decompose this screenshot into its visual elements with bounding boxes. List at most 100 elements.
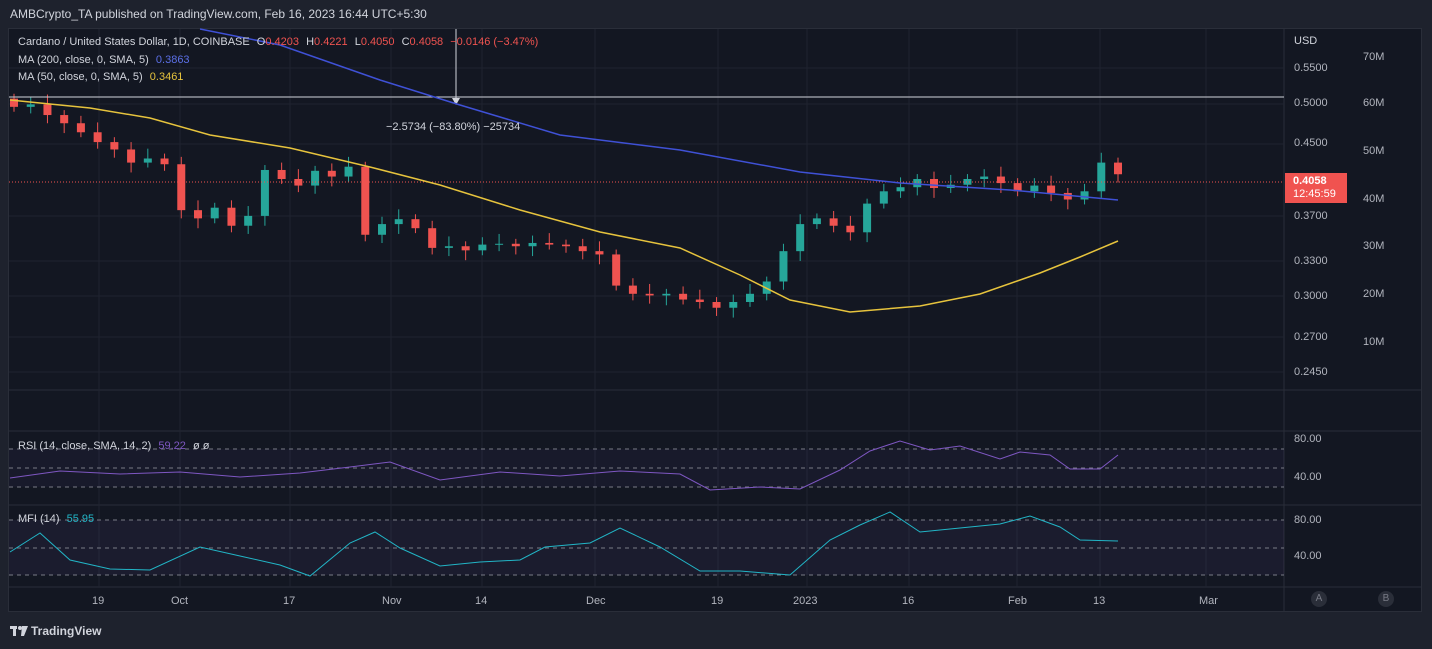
candle-body xyxy=(796,224,805,252)
chart-frame[interactable] xyxy=(8,28,1422,612)
candle-body xyxy=(1013,183,1022,192)
candle-body xyxy=(812,218,821,225)
publisher-line: AMBCrypto_TA published on TradingView.co… xyxy=(10,7,427,21)
time-tick: 16 xyxy=(902,595,915,607)
candle-body xyxy=(679,293,688,300)
rsi-extra: ø ø xyxy=(192,440,210,452)
candle-body xyxy=(277,169,286,179)
mfi-tick: 40.00 xyxy=(1294,550,1322,562)
ma50-value: 0.3461 xyxy=(149,71,184,83)
symbol-legend: Cardano / United States Dollar, 1D, COIN… xyxy=(18,36,539,48)
candle-body xyxy=(361,166,370,235)
mfi-line xyxy=(9,511,1119,577)
toggle-b-button[interactable]: B xyxy=(1378,591,1394,607)
symbol-name: Cardano / United States Dollar, 1D, COIN… xyxy=(18,36,250,48)
time-tick: 19 xyxy=(711,595,724,607)
time-tick: 19 xyxy=(92,595,105,607)
candle-body xyxy=(260,169,269,216)
toggle-a-button[interactable]: A xyxy=(1311,591,1327,607)
candle-body xyxy=(695,299,704,302)
ma50-line xyxy=(9,99,1119,313)
candle-body xyxy=(411,219,420,229)
low-value: 0.4050 xyxy=(360,36,395,48)
footer-brand: TradingView xyxy=(31,624,102,638)
mfi-tick: 80.00 xyxy=(1294,514,1322,526)
last-price-badge: 0.4058 12:45:59 xyxy=(1285,173,1347,203)
candle-body xyxy=(93,132,102,143)
candle-body xyxy=(528,242,537,247)
ma50-label: MA (50, close, 0, SMA, 5) xyxy=(18,71,143,83)
mfi-legend[interactable]: MFI (14) 55.95 xyxy=(18,513,98,525)
candle-body xyxy=(712,302,721,308)
close-value: 0.4058 xyxy=(409,36,444,48)
time-tick: Mar xyxy=(1199,595,1218,607)
candle-body xyxy=(879,191,888,204)
price-tick: 0.5500 xyxy=(1294,62,1328,74)
time-tick: Feb xyxy=(1008,595,1027,607)
candle-body xyxy=(1030,185,1039,192)
tradingview-logo[interactable]: TradingView xyxy=(10,624,101,638)
bar-countdown: 12:45:59 xyxy=(1293,188,1336,200)
candle-body xyxy=(1097,162,1106,192)
candle-body xyxy=(779,251,788,282)
rsi-tick: 40.00 xyxy=(1294,471,1322,483)
candle-body xyxy=(1114,162,1122,175)
candle-body xyxy=(746,293,754,302)
rsi-legend[interactable]: RSI (14, close, SMA, 14, 2) 59.22 ø ø xyxy=(18,440,213,452)
candle-body xyxy=(980,176,989,179)
ma200-label: MA (200, close, 0, SMA, 5) xyxy=(18,54,149,66)
ma50-legend[interactable]: MA (50, close, 0, SMA, 5) 0.3461 xyxy=(18,71,187,83)
price-tick: 0.3300 xyxy=(1294,255,1328,267)
price-tick: 0.4500 xyxy=(1294,137,1328,149)
currency-label: USD xyxy=(1294,35,1318,47)
measure-arrow-icon xyxy=(452,98,460,105)
time-tick: Oct xyxy=(171,595,189,607)
candle-body xyxy=(127,149,136,163)
candle-body xyxy=(177,164,186,211)
time-tick: 2023 xyxy=(793,595,818,607)
candle-body xyxy=(378,224,386,235)
candle-body xyxy=(60,115,69,124)
candle-body xyxy=(76,123,85,133)
time-tick: Nov xyxy=(382,595,402,607)
mfi-background xyxy=(9,520,1284,575)
ma200-legend[interactable]: MA (200, close, 0, SMA, 5) 0.3863 xyxy=(18,54,194,66)
candle-body xyxy=(160,158,169,165)
ma200-value: 0.3863 xyxy=(155,54,190,66)
candle-body xyxy=(461,246,470,251)
open-value: 0.4203 xyxy=(265,36,299,48)
time-tick: 13 xyxy=(1093,595,1106,607)
candle-body xyxy=(645,293,654,296)
time-tick: 14 xyxy=(475,595,488,607)
candle-body xyxy=(428,228,437,248)
candle-body xyxy=(612,254,621,286)
candle-body xyxy=(578,246,587,252)
candle-body xyxy=(327,170,336,177)
measure-label: −2.5734 (−83.80%) −25734 xyxy=(386,121,521,133)
candle-body xyxy=(227,207,236,226)
price-tick: 0.3700 xyxy=(1294,210,1328,222)
candle-body xyxy=(595,251,604,255)
price-tick: 0.5000 xyxy=(1294,97,1328,109)
volume-tick: 40M xyxy=(1363,193,1385,205)
candle-body xyxy=(545,242,554,245)
change-value: −0.0146 (−3.47%) xyxy=(450,36,539,48)
candle-body xyxy=(1080,191,1089,200)
candle-body xyxy=(628,285,637,294)
time-tick: 17 xyxy=(283,595,296,607)
ma200-line xyxy=(199,28,1119,201)
mfi-label: MFI (14) xyxy=(18,513,60,525)
candle-body xyxy=(562,244,570,247)
candle-body xyxy=(194,210,202,219)
volume-tick: 70M xyxy=(1363,51,1385,63)
volume-tick: 20M xyxy=(1363,288,1385,300)
candle-body xyxy=(478,244,487,251)
candle-body xyxy=(394,219,403,225)
candle-body xyxy=(662,293,671,296)
price-tick: 0.3000 xyxy=(1294,290,1328,302)
volume-tick: 10M xyxy=(1363,336,1385,348)
volume-tick: 60M xyxy=(1363,97,1385,109)
candle-body xyxy=(930,179,938,189)
time-tick: Dec xyxy=(586,595,606,607)
